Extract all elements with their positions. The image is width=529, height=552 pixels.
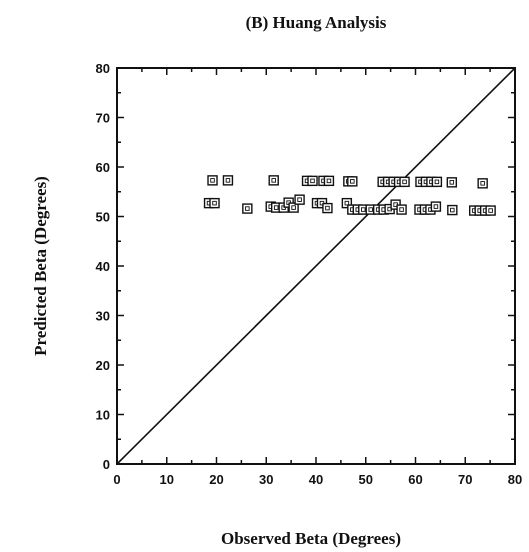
y-tick-label: 10 (96, 408, 110, 423)
data-point-outer (294, 194, 305, 205)
data-point-outer (209, 197, 220, 209)
data-point (209, 197, 220, 209)
x-tick-label: 30 (259, 472, 273, 487)
data-point-inner (434, 179, 440, 185)
data-point-outer (347, 176, 358, 187)
data-point-inner (368, 207, 373, 212)
data-point (347, 176, 358, 187)
data-point (447, 204, 458, 216)
data-point (399, 176, 410, 188)
data-point (485, 205, 496, 216)
data-point-inner (291, 205, 296, 210)
data-point-outer (446, 177, 458, 188)
data-point-inner (361, 207, 366, 212)
x-tick-label: 70 (458, 472, 472, 487)
identity-reference-line (116, 67, 516, 465)
data-point (222, 175, 234, 186)
data-point-inner (399, 207, 404, 212)
data-point-outer (207, 175, 218, 186)
data-point-inner (449, 180, 455, 185)
y-tick-label: 50 (96, 210, 110, 225)
y-tick-label: 30 (96, 309, 110, 324)
y-tick-label: 80 (96, 61, 110, 76)
data-point-inner (310, 178, 315, 184)
data-point-outer (242, 203, 253, 214)
x-tick-label: 40 (309, 472, 323, 487)
data-point-outer (396, 204, 407, 215)
data-point (207, 175, 218, 186)
axis-ticks (116, 67, 516, 465)
data-point-outer (477, 178, 488, 189)
data-point (294, 194, 305, 205)
data-point-inner (225, 178, 231, 183)
data-point-inner (450, 207, 455, 213)
data-point-inner (210, 178, 215, 183)
data-point-outer (268, 175, 279, 186)
y-axis-label: Predicted Beta (Degrees) (31, 176, 50, 356)
x-axis-label: Observed Beta (Degrees) (221, 529, 401, 548)
y-tick-label: 60 (96, 160, 110, 175)
data-point (446, 177, 458, 188)
y-tick-label: 0 (103, 457, 110, 472)
y-tick-label: 40 (96, 259, 110, 274)
data-point (288, 202, 299, 213)
data-point (307, 175, 318, 187)
data-points (203, 175, 496, 216)
data-point-outer (430, 201, 442, 212)
y-axis-tick-labels: 0 10 20 30 40 50 60 70 80 (96, 61, 110, 472)
data-point (268, 175, 279, 186)
data-point-inner (245, 206, 250, 211)
data-point (430, 201, 442, 212)
data-point (341, 197, 353, 209)
data-point-inner (297, 197, 302, 202)
data-point-inner (212, 200, 217, 206)
x-axis-tick-labels: 0 10 20 30 40 50 60 70 80 (113, 472, 522, 487)
data-point-outer (222, 175, 234, 186)
data-point (322, 202, 333, 214)
data-point-outer (399, 176, 410, 188)
x-tick-label: 0 (113, 472, 120, 487)
data-point-outer (341, 197, 353, 209)
data-point (323, 175, 335, 187)
data-point (431, 176, 443, 188)
data-point-inner (271, 178, 276, 183)
y-tick-label: 70 (96, 111, 110, 126)
x-tick-label: 80 (508, 472, 522, 487)
data-point-inner (488, 208, 493, 213)
data-point-inner (402, 179, 407, 185)
data-point-inner (325, 205, 330, 211)
data-point (396, 204, 407, 215)
x-tick-label: 10 (160, 472, 174, 487)
data-point-outer (323, 175, 335, 187)
data-point-inner (480, 181, 485, 186)
x-tick-label: 20 (209, 472, 223, 487)
data-point-outer (307, 175, 318, 187)
data-point-inner (344, 200, 350, 206)
x-tick-label: 60 (408, 472, 422, 487)
chart-title: (B) Huang Analysis (246, 13, 387, 32)
data-point (242, 203, 253, 214)
data-point-outer (431, 176, 443, 188)
y-tick-label: 20 (96, 358, 110, 373)
data-point-outer (485, 205, 496, 216)
data-point (477, 178, 488, 189)
data-point-inner (273, 205, 279, 210)
data-point-inner (433, 204, 439, 209)
data-point-inner (350, 179, 355, 184)
data-point-outer (447, 204, 458, 216)
data-point-outer (288, 202, 299, 213)
x-tick-label: 50 (359, 472, 373, 487)
data-point-outer (322, 202, 333, 214)
data-point-inner (326, 178, 332, 184)
